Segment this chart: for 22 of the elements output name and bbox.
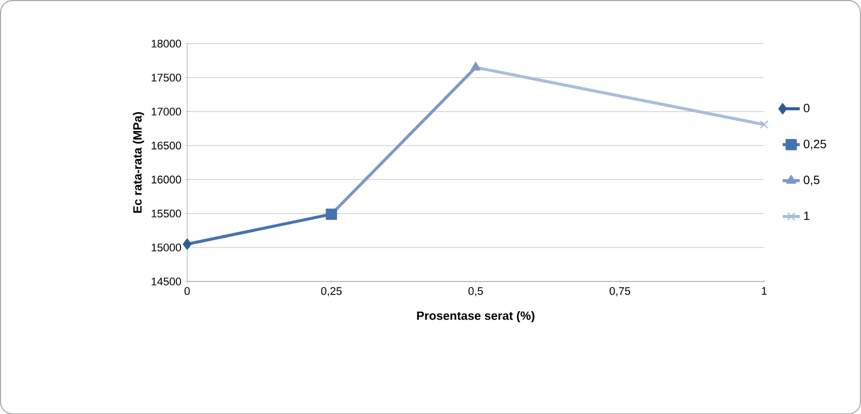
x-axis-title: Prosentase serat (%) xyxy=(417,310,534,322)
point xyxy=(326,208,338,220)
y-tick-label: 15500 xyxy=(152,209,182,218)
point xyxy=(182,238,192,250)
y-tick-label: 14500 xyxy=(152,277,182,286)
y-tick-label: 18000 xyxy=(152,40,182,48)
x-tick-label: 0 xyxy=(184,286,190,295)
x-tick-label: 0,75 xyxy=(610,286,630,296)
y-tick-label: 15000 xyxy=(152,243,182,252)
y-tick-label: 16500 xyxy=(152,141,182,150)
legend-label: 0,25 xyxy=(804,139,826,150)
y-tick-label: 16000 xyxy=(152,175,182,184)
x-tick-label: 0,5 xyxy=(468,286,483,296)
y-tick-label: 17500 xyxy=(152,74,182,82)
y-tick-label: 17000 xyxy=(152,108,182,116)
point xyxy=(760,120,768,128)
x-tick-label: 1 xyxy=(762,286,767,294)
legend-label: 0 xyxy=(804,104,810,112)
legend-label: 0,5 xyxy=(804,175,820,186)
y-axis-title: Ec rata-rata (MPa) xyxy=(132,112,144,213)
x-tick-label: 0,25 xyxy=(321,286,342,296)
legend-label: 1 xyxy=(804,211,810,220)
